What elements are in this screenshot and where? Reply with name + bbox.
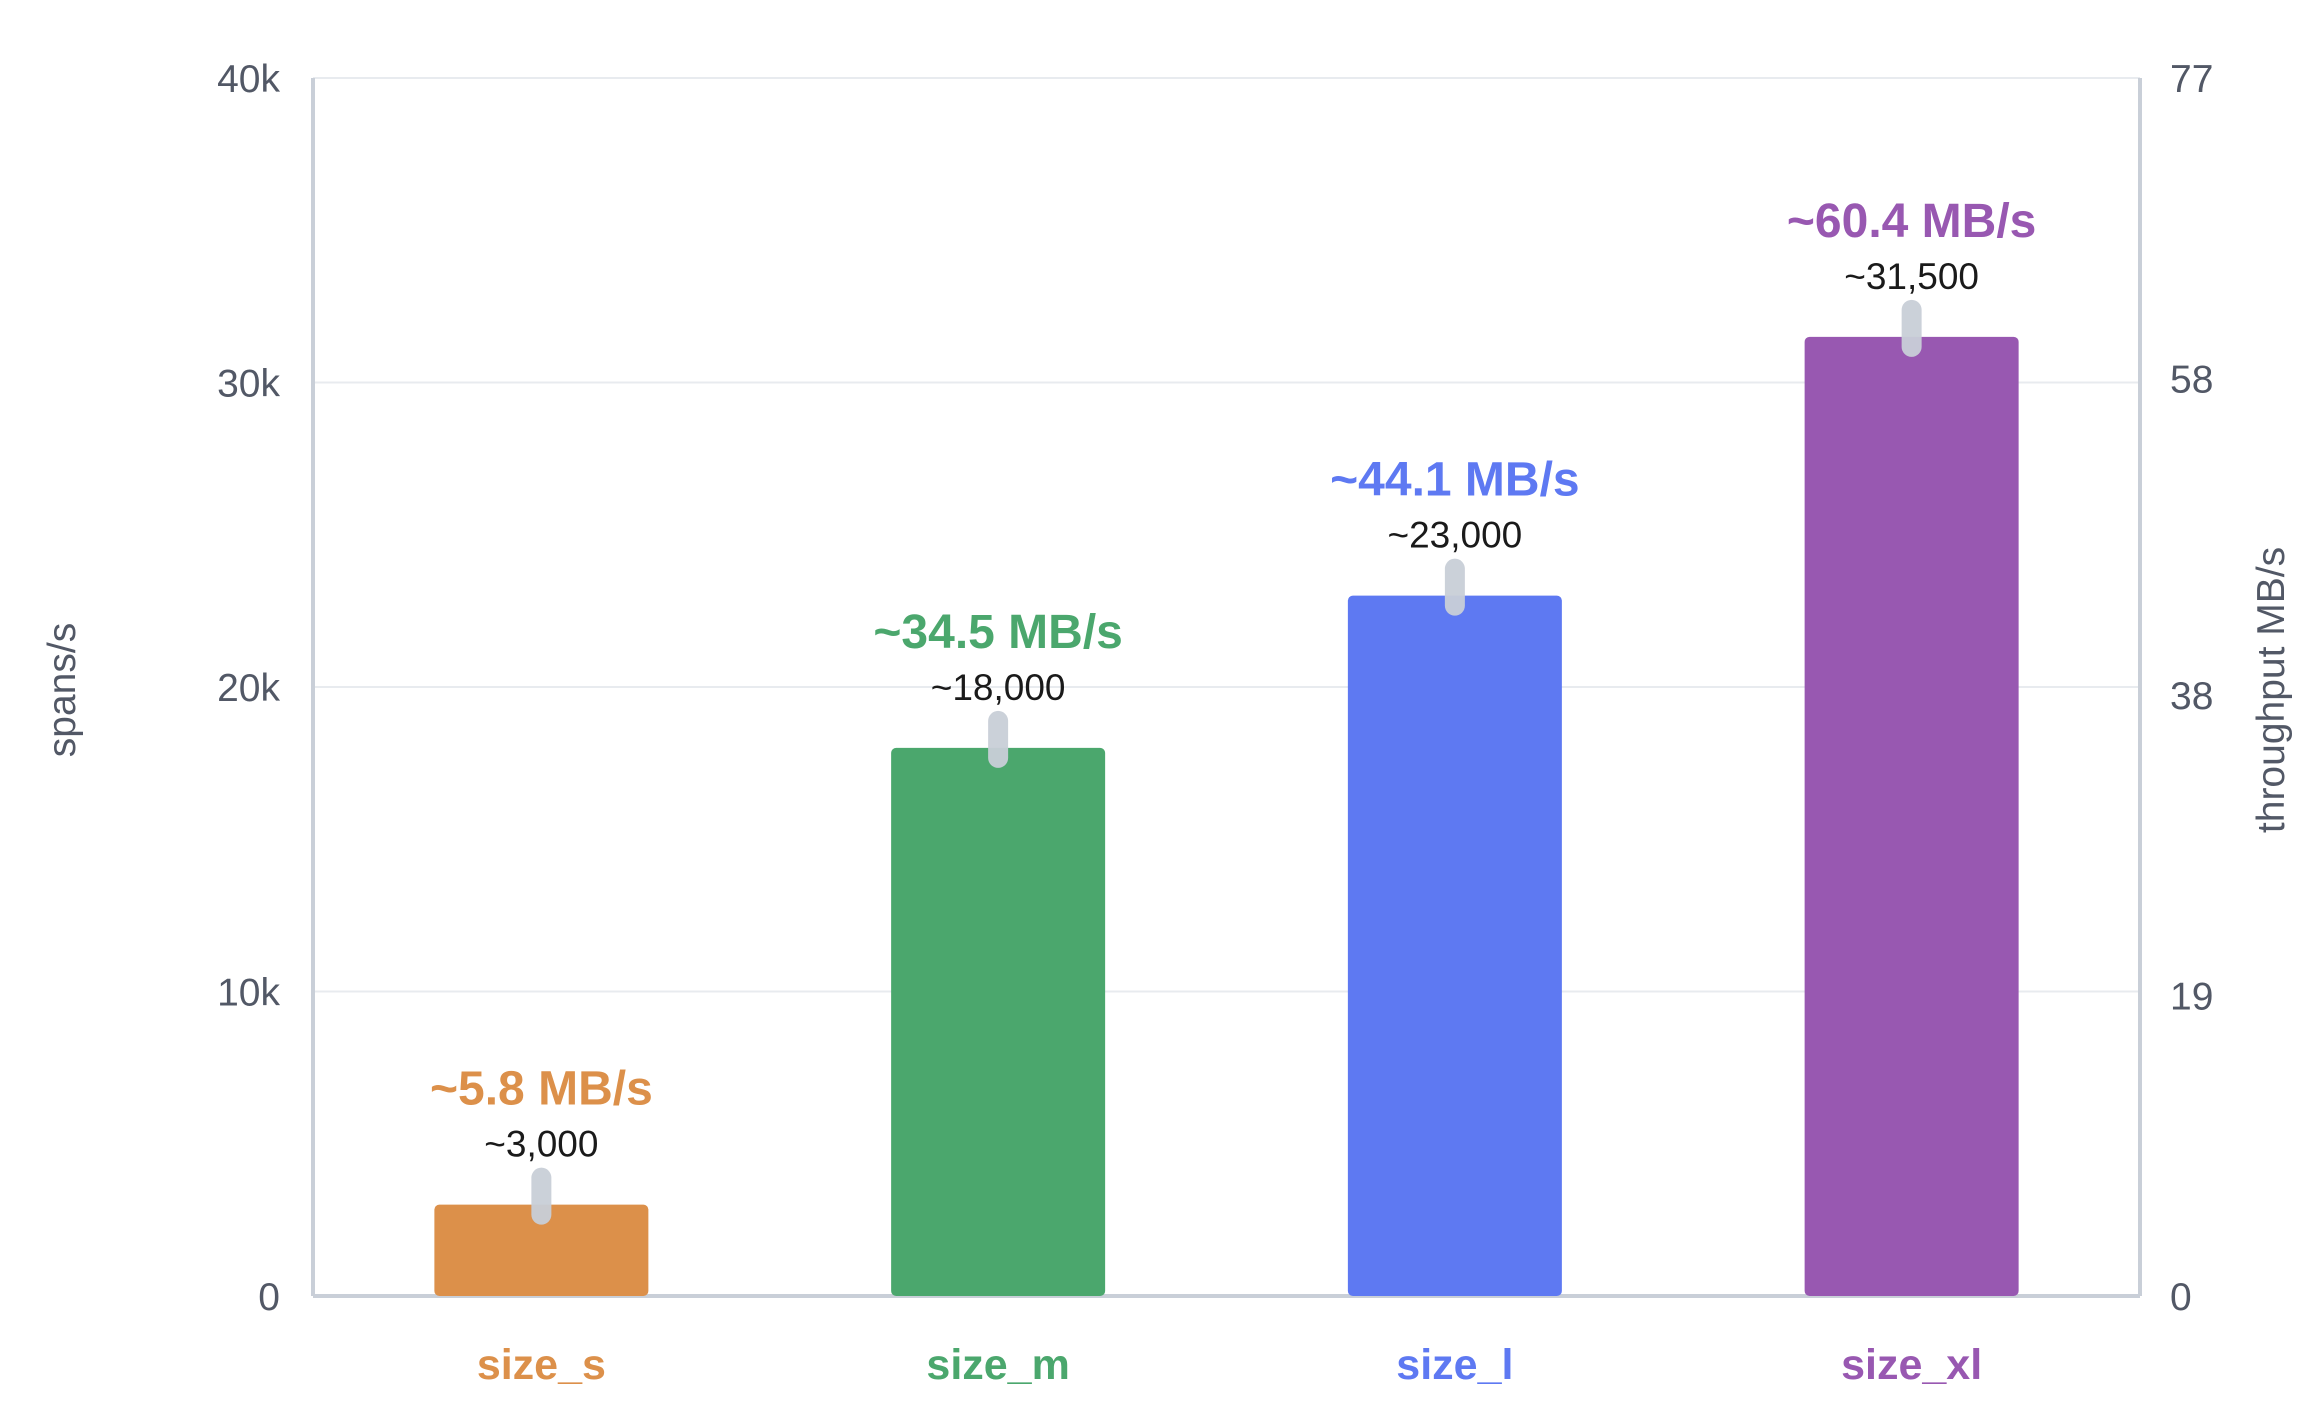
bars bbox=[434, 299, 2019, 1296]
bar bbox=[1804, 336, 2019, 1296]
bar bbox=[891, 747, 1106, 1296]
y2-axis-title: throughput MB/s bbox=[2250, 547, 2293, 833]
right-axis-ticks: 0 19 38 58 77 bbox=[2170, 58, 2213, 1319]
category-label: size_m bbox=[926, 1341, 1069, 1389]
category-labels: size_s size_m size_l size_xl bbox=[477, 1341, 1982, 1389]
y2-tick-label: 0 bbox=[2170, 1276, 2192, 1319]
bar-labels: ~3,000 ~5.8 MB/s ~18,000 ~34.5 MB/s ~23,000 ~… bbox=[430, 195, 2036, 1165]
y-tick-label: 30k bbox=[217, 363, 280, 406]
throughput-label: ~44.1 MB/s bbox=[1330, 454, 1579, 507]
category-label: size_l bbox=[1396, 1341, 1513, 1389]
left-axis-ticks: 0 10k 20k 30k 40k bbox=[217, 58, 280, 1319]
value-label: ~3,000 bbox=[484, 1124, 598, 1165]
category-label: size_s bbox=[477, 1341, 606, 1389]
y2-tick-label: 19 bbox=[2170, 975, 2213, 1018]
y-tick-label: 0 bbox=[258, 1276, 280, 1319]
bar bbox=[1347, 595, 1562, 1296]
throughput-label: ~34.5 MB/s bbox=[873, 606, 1122, 659]
y2-tick-label: 77 bbox=[2170, 58, 2213, 101]
y2-tick-label: 58 bbox=[2170, 359, 2213, 402]
throughput-label: ~5.8 MB/s bbox=[430, 1063, 653, 1116]
y-axis-title: spans/s bbox=[41, 623, 84, 757]
value-label: ~18,000 bbox=[931, 667, 1066, 708]
category-label: size_xl bbox=[1841, 1341, 1982, 1389]
y-tick-label: 10k bbox=[217, 972, 280, 1015]
value-label: ~31,500 bbox=[1844, 256, 1979, 297]
bar bbox=[434, 1204, 649, 1296]
throughput-label: ~60.4 MB/s bbox=[1787, 195, 2036, 248]
y-tick-label: 40k bbox=[217, 58, 280, 101]
y-tick-label: 20k bbox=[217, 667, 280, 710]
y2-tick-label: 38 bbox=[2170, 675, 2213, 718]
value-label: ~23,000 bbox=[1387, 515, 1522, 556]
